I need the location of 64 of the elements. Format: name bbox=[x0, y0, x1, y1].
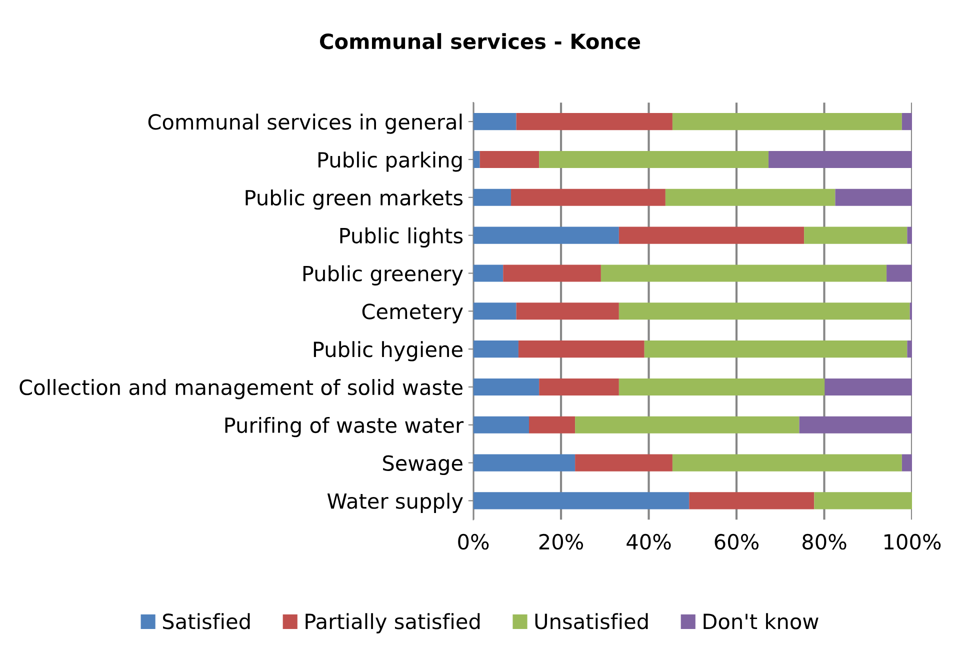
bar bbox=[644, 340, 908, 358]
bar bbox=[799, 416, 912, 434]
bar bbox=[672, 454, 902, 472]
bar bbox=[473, 378, 540, 396]
bar bbox=[503, 264, 601, 282]
bar bbox=[473, 340, 518, 358]
bar bbox=[528, 416, 576, 434]
legend-label: Partially satisfied bbox=[306, 613, 480, 634]
bar bbox=[539, 378, 619, 396]
bar bbox=[473, 492, 690, 510]
bar bbox=[768, 150, 912, 168]
bar bbox=[618, 302, 910, 320]
bar bbox=[473, 416, 529, 434]
y-tick-label: Public green markets bbox=[246, 189, 463, 210]
legend-label: Satisfied bbox=[162, 613, 250, 630]
bar bbox=[511, 188, 666, 206]
legend-label: Don't know bbox=[704, 613, 818, 630]
bar bbox=[516, 113, 672, 130]
bar bbox=[886, 264, 912, 282]
bar bbox=[907, 340, 912, 358]
legend-label: Unsatisfied bbox=[535, 613, 648, 630]
bar bbox=[665, 188, 836, 206]
y-tick-label: Purifing of waste water bbox=[225, 416, 464, 438]
chart-title: Communal services - Konce bbox=[320, 33, 640, 50]
bar bbox=[672, 113, 902, 130]
bar bbox=[575, 416, 800, 434]
y-tick-label: Public parking bbox=[318, 152, 462, 172]
bar bbox=[804, 226, 908, 244]
bar bbox=[473, 454, 576, 472]
y-tick-label: Collection and management of solid waste bbox=[20, 379, 462, 400]
bar bbox=[473, 264, 504, 282]
y-tick-label: Communal services in general bbox=[148, 114, 462, 134]
y-tick-label: Sewage bbox=[383, 455, 462, 476]
bar bbox=[516, 302, 619, 320]
bar bbox=[902, 454, 912, 472]
x-tick-label: 100% bbox=[884, 534, 941, 550]
x-tick-label: 0% bbox=[458, 534, 489, 550]
bar bbox=[600, 264, 887, 282]
bar bbox=[473, 113, 516, 130]
bar bbox=[480, 150, 540, 168]
bar bbox=[835, 188, 912, 206]
x-tick-label: 20% bbox=[539, 534, 584, 550]
bar bbox=[907, 226, 912, 244]
y-tick-label: Cemetery bbox=[362, 304, 463, 324]
bar bbox=[473, 226, 619, 244]
y-tick-label: Public greenery bbox=[303, 265, 463, 286]
bar bbox=[618, 378, 825, 396]
y-tick-label: Water supply bbox=[327, 492, 463, 513]
bar bbox=[473, 150, 480, 168]
bar bbox=[518, 340, 644, 358]
bar bbox=[618, 226, 804, 244]
bar bbox=[539, 150, 769, 168]
y-tick-label: Public hygiene bbox=[314, 341, 462, 362]
bar bbox=[473, 302, 516, 320]
y-tick-label: Public lights bbox=[340, 227, 463, 248]
x-tick-label: 80% bbox=[802, 534, 846, 550]
bar bbox=[902, 113, 912, 130]
bar bbox=[473, 188, 512, 206]
bar bbox=[575, 454, 672, 472]
x-tick-label: 40% bbox=[626, 534, 671, 550]
x-tick-label: 60% bbox=[714, 534, 759, 550]
bar bbox=[814, 492, 912, 510]
bar bbox=[689, 492, 814, 510]
bar bbox=[824, 378, 912, 396]
